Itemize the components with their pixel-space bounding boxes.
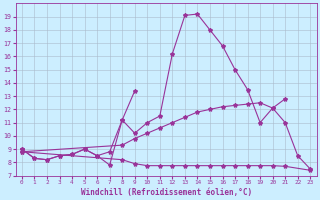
X-axis label: Windchill (Refroidissement éolien,°C): Windchill (Refroidissement éolien,°C) <box>81 188 252 197</box>
